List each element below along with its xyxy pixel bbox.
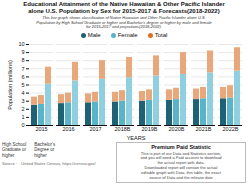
svg-text:0: 0 bbox=[21, 122, 24, 128]
html-text:High School Graduate or higher: High School Graduate or higher bbox=[2, 142, 27, 158]
html-text:This is part of our Data and S: This is part of our Data and Statistics … bbox=[140, 150, 222, 180]
svg-text:2022B: 2022B bbox=[223, 127, 239, 133]
svg-text:2: 2 bbox=[21, 106, 24, 112]
svg-text:2019B: 2019B bbox=[142, 127, 158, 133]
svg-text:2020B: 2020B bbox=[169, 127, 185, 133]
svg-text:5: 5 bbox=[21, 82, 24, 88]
svg-text:2018B: 2018B bbox=[115, 127, 131, 133]
html-text:Educational Attainment of the: Educational Attainment of the Native Haw… bbox=[23, 1, 225, 14]
svg-text:YEARS: YEARS bbox=[127, 135, 146, 141]
svg-text:9: 9 bbox=[21, 49, 24, 55]
html-text:Female: Female bbox=[117, 32, 138, 39]
svg-text:8: 8 bbox=[21, 58, 24, 64]
svg-text:3: 3 bbox=[21, 98, 24, 104]
svg-text:1: 1 bbox=[21, 114, 24, 120]
html-text:Total: Total bbox=[154, 32, 168, 39]
svg-text:Population (millions): Population (millions) bbox=[7, 60, 13, 110]
svg-text:10: 10 bbox=[18, 41, 24, 47]
svg-text:2021B: 2021B bbox=[196, 127, 212, 133]
svg-text:2016: 2016 bbox=[62, 127, 74, 133]
html-text:Male: Male bbox=[87, 32, 101, 39]
html-text:Source : United States Census,: Source : United States Census, https://c… bbox=[2, 161, 96, 166]
svg-text:2015: 2015 bbox=[35, 127, 47, 133]
svg-text:4: 4 bbox=[21, 90, 24, 96]
svg-text:7: 7 bbox=[21, 66, 24, 72]
html-text:This bar graph shows classific: This bar graph shows classification of N… bbox=[36, 15, 212, 30]
html-text:Premium Paid Statistic: Premium Paid Statistic bbox=[151, 144, 211, 151]
svg-text:6: 6 bbox=[21, 74, 24, 80]
svg-text:2017: 2017 bbox=[89, 127, 101, 133]
html-text:Bachelor's Degree or higher: Bachelor's Degree or higher bbox=[34, 142, 56, 158]
